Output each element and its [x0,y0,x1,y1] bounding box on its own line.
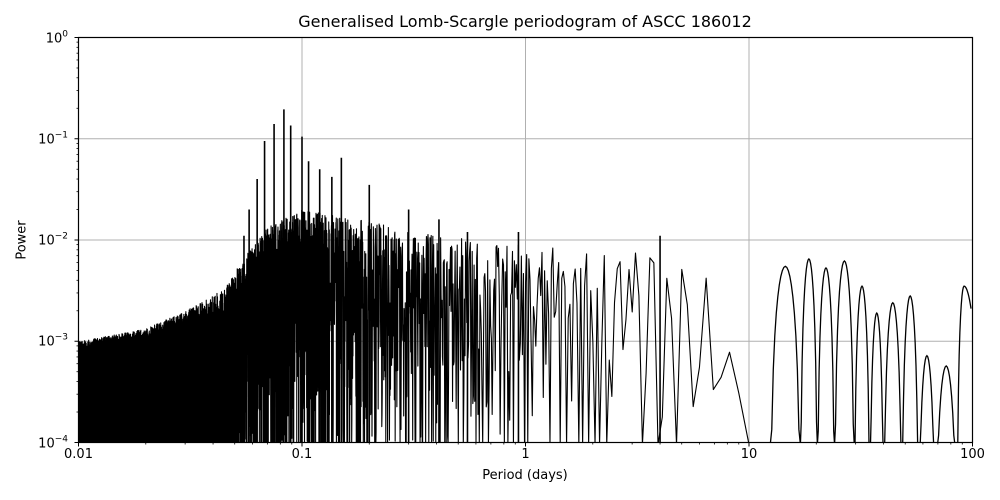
chart-title: Generalised Lomb-Scargle periodogram of … [298,12,752,31]
axes-frame [77,36,974,444]
x-tick-label: 100 [960,447,985,462]
x-axis-label: Period (days) [482,468,568,483]
x-tick-label: 0.01 [64,447,93,462]
x-tick-label: 10 [740,447,758,462]
y-tick-label: 10−4 [38,434,68,451]
y-tick-label: 100 [45,29,68,46]
y-axis-label: Power [14,220,30,260]
x-tick-label: 1 [521,447,530,462]
y-tick-label: 10−3 [38,332,68,350]
y-tick-label: 10−1 [38,130,68,148]
periodogram-line [78,109,972,443]
x-tick-label: 0.1 [291,447,313,462]
y-tick-label: 10−2 [38,231,68,249]
